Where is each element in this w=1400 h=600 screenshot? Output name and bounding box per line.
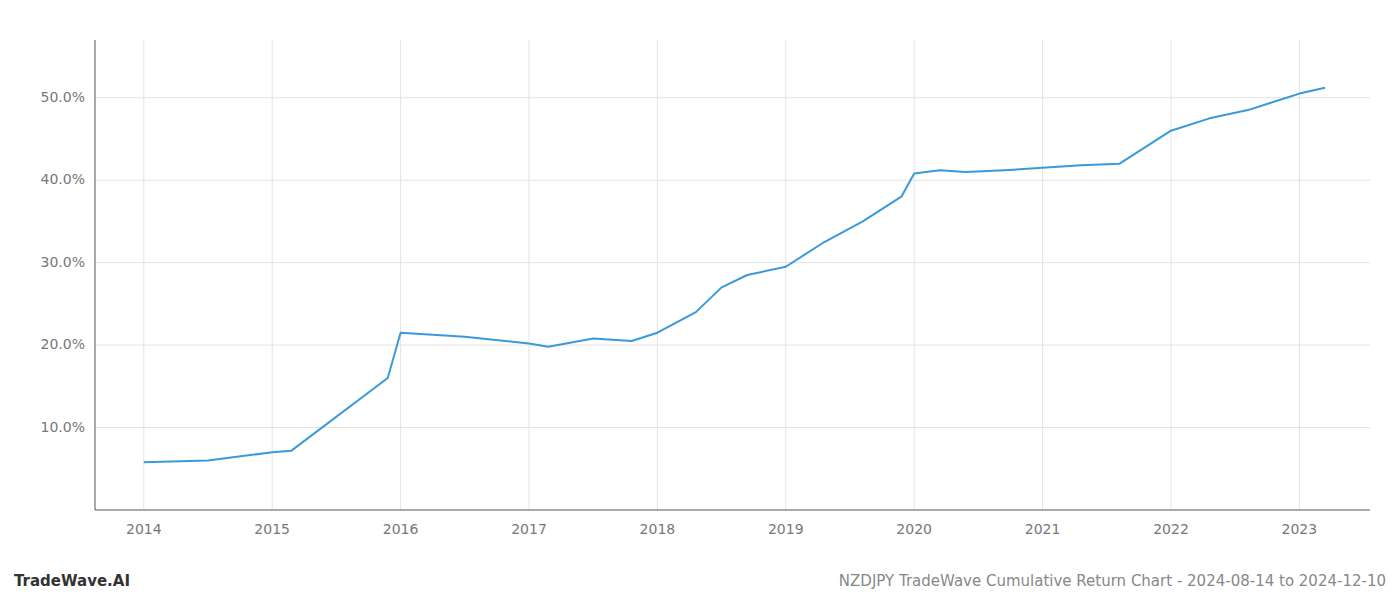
y-tick-label: 40.0%: [41, 171, 85, 187]
x-tick-label: 2015: [254, 521, 290, 537]
plot-area: [144, 88, 1325, 462]
x-grid-line: [1299, 40, 1300, 510]
x-grid-line: [143, 40, 144, 510]
x-grid-line: [657, 40, 658, 510]
x-tick-label: 2014: [126, 521, 162, 537]
x-grid-line: [400, 40, 401, 510]
data-line: [144, 88, 1325, 462]
x-grid-line: [914, 40, 915, 510]
y-axis-line: [95, 40, 96, 510]
chart-svg: 10.0% 20.0% 30.0% 40.0% 50.0% 2014 2015 2016 201…: [0, 0, 1400, 600]
background: [0, 0, 1400, 600]
x-tick-label: 2018: [640, 521, 676, 537]
x-tick-label: 2017: [511, 521, 547, 537]
y-grid-line: [95, 345, 1370, 346]
x-tick-label: 2016: [383, 521, 419, 537]
axes: 10.0% 20.0% 30.0% 40.0% 50.0% 2014 2015 2016 201…: [41, 40, 1370, 537]
chart-title: NZDJPY TradeWave Cumulative Return Chart…: [839, 572, 1386, 590]
y-tick-label: 50.0%: [41, 89, 85, 105]
y-grid-line: [95, 427, 1370, 428]
x-tick-label: 2020: [896, 521, 932, 537]
x-axis-line: [95, 510, 1370, 511]
x-tick-label: 2021: [1025, 521, 1061, 537]
x-grid-line: [1042, 40, 1043, 510]
x-tick-label: 2022: [1153, 521, 1189, 537]
x-grid-line: [785, 40, 786, 510]
y-grid-line: [95, 97, 1370, 98]
y-tick-label: 10.0%: [41, 419, 85, 435]
y-grid-line: [95, 262, 1370, 263]
x-tick-label: 2023: [1282, 521, 1318, 537]
watermark: TradeWave.AI: [14, 572, 130, 590]
y-tick-label: 20.0%: [41, 336, 85, 352]
x-grid-line: [1170, 40, 1171, 510]
x-grid-line: [528, 40, 529, 510]
y-grid-line: [95, 180, 1370, 181]
grid: [95, 40, 1370, 510]
chart-container: 10.0% 20.0% 30.0% 40.0% 50.0% 2014 2015 2016 201…: [0, 0, 1400, 600]
x-grid-line: [272, 40, 273, 510]
x-tick-label: 2019: [768, 521, 804, 537]
y-tick-label: 30.0%: [41, 254, 85, 270]
